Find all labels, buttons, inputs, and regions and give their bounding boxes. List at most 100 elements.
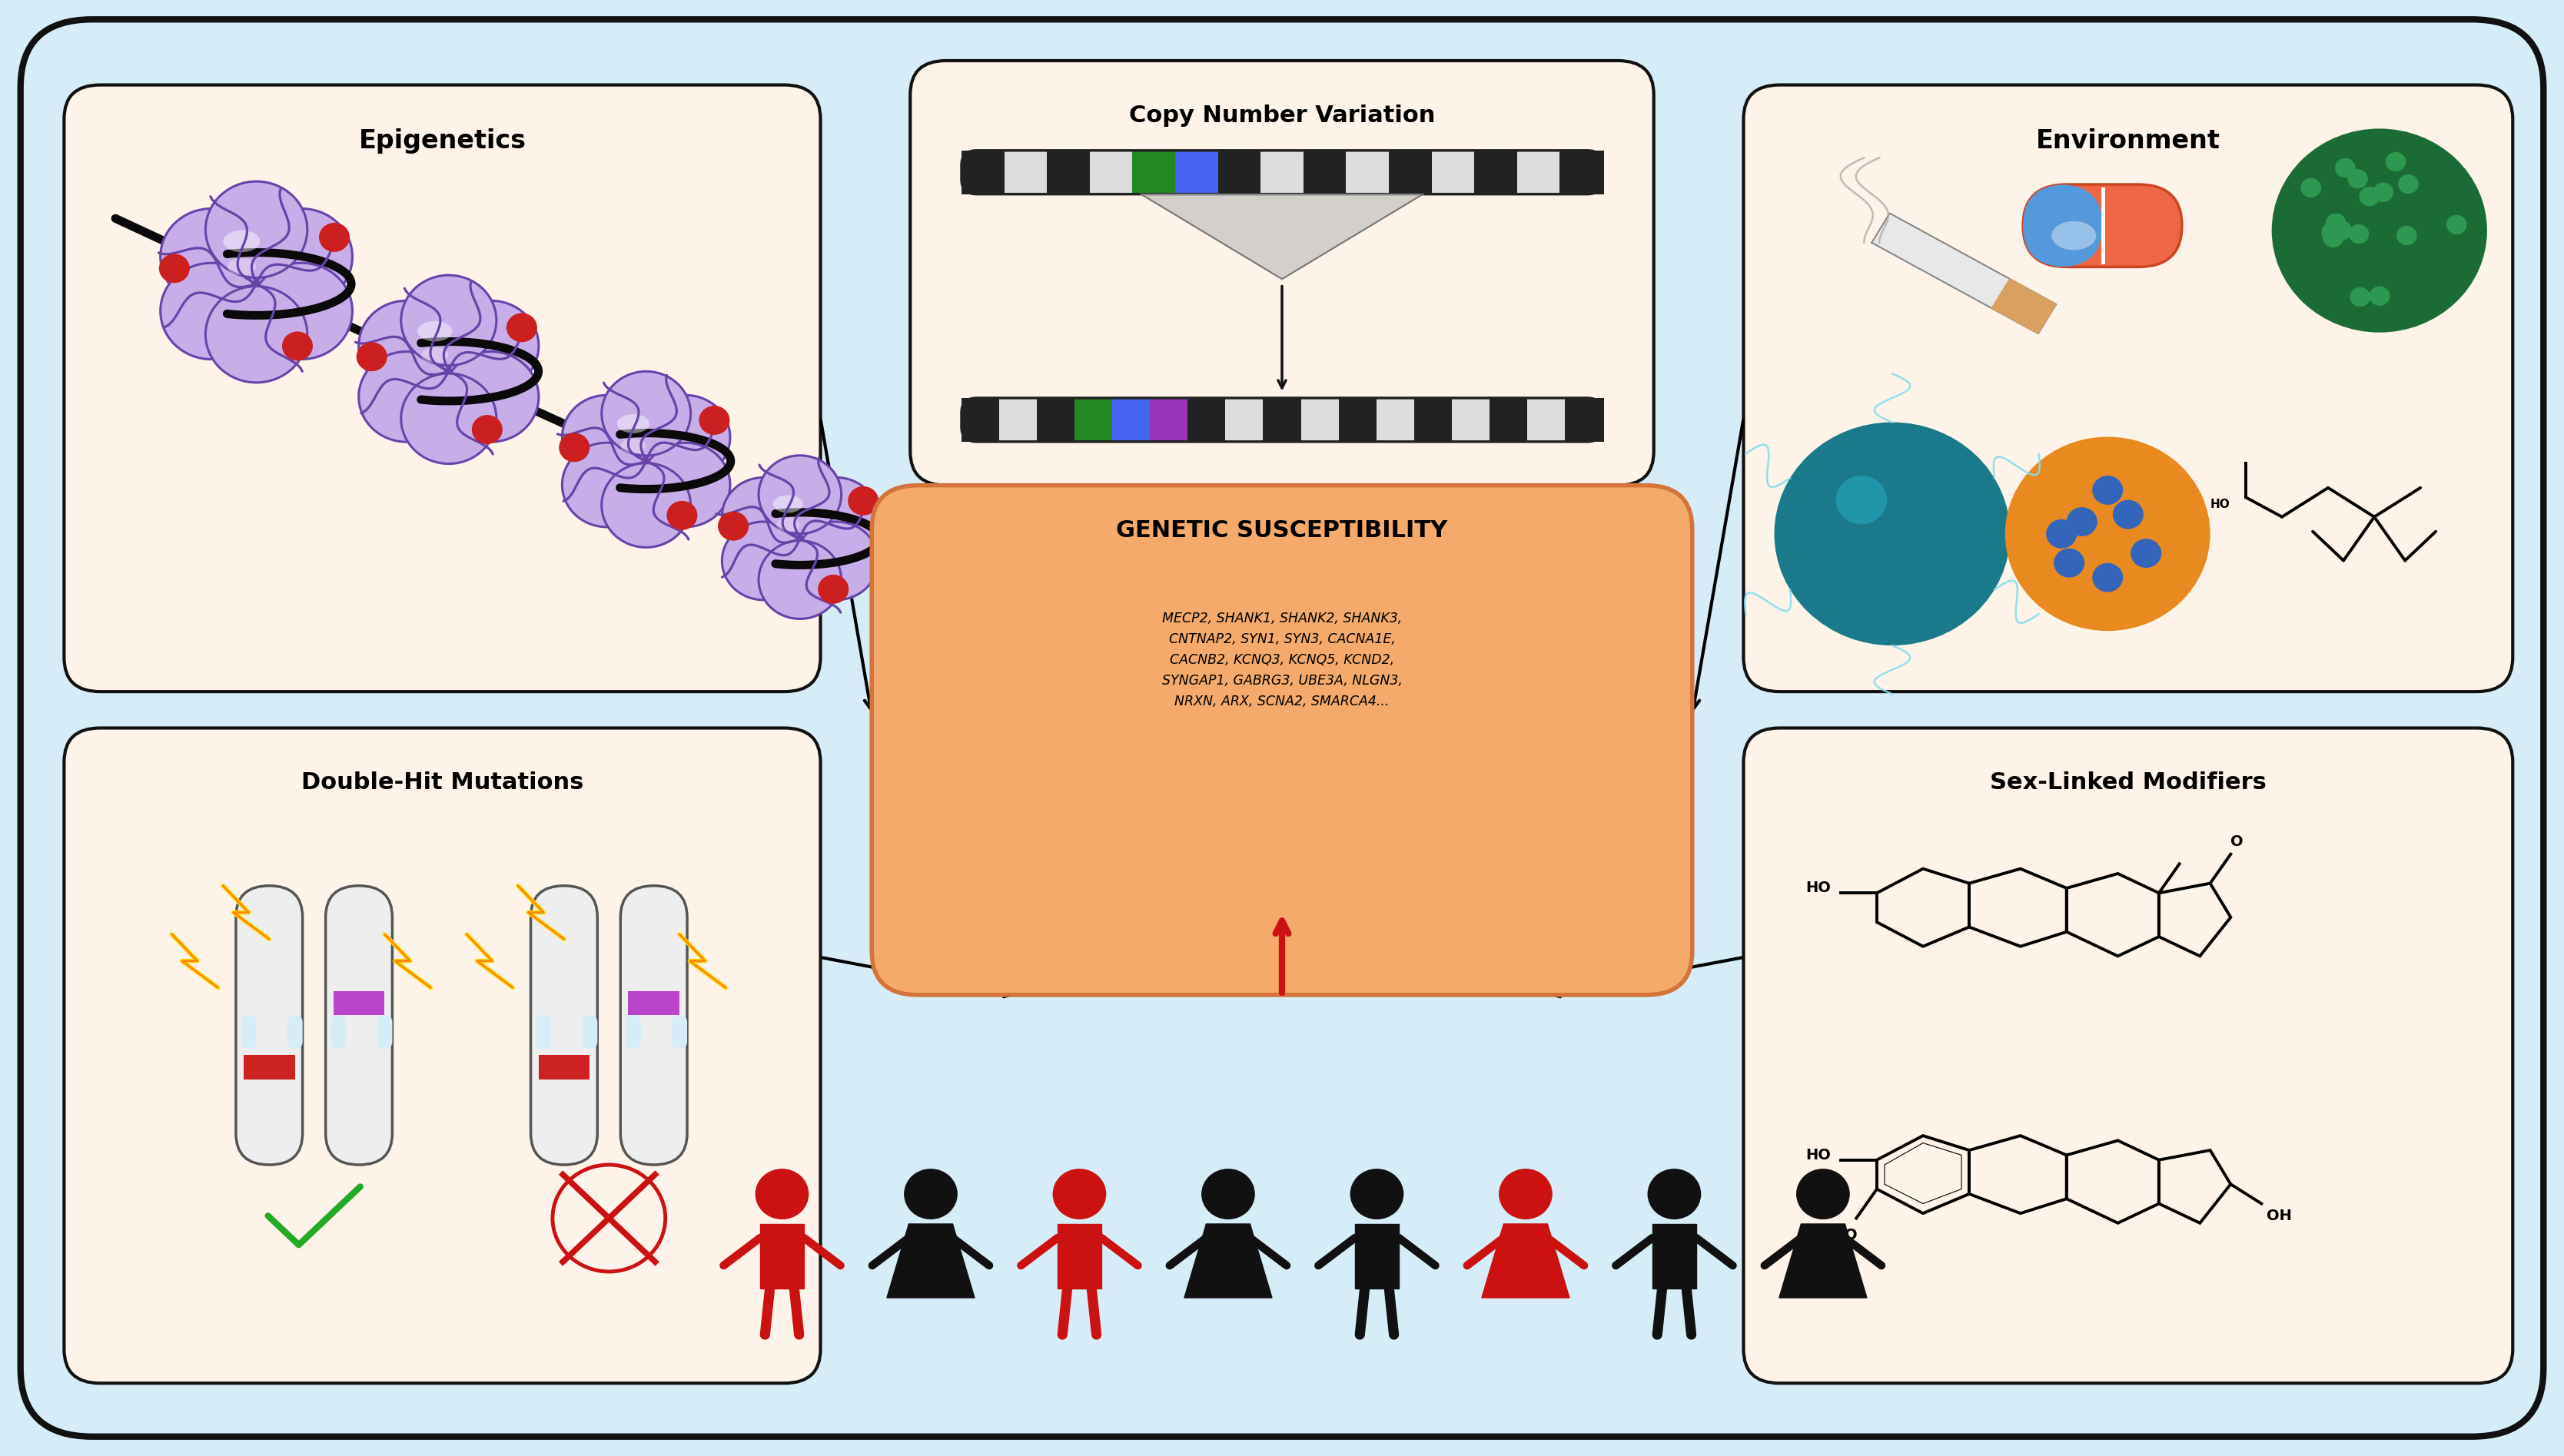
- Bar: [962, 397, 1000, 441]
- FancyBboxPatch shape: [236, 885, 303, 1165]
- Bar: [1133, 150, 1177, 194]
- Circle shape: [759, 456, 841, 534]
- Circle shape: [818, 575, 849, 604]
- FancyBboxPatch shape: [620, 885, 687, 1165]
- Bar: [333, 990, 385, 1015]
- Text: HO: HO: [1805, 881, 1831, 895]
- Ellipse shape: [620, 438, 646, 454]
- FancyBboxPatch shape: [2023, 185, 2182, 266]
- Bar: [1074, 397, 1113, 441]
- Bar: [1218, 150, 1261, 194]
- Text: GENETIC SUSCEPTIBILITY: GENETIC SUSCEPTIBILITY: [1115, 520, 1449, 542]
- Polygon shape: [759, 1224, 805, 1289]
- FancyBboxPatch shape: [377, 1015, 392, 1048]
- Text: Double-Hit Mutations: Double-Hit Mutations: [300, 772, 585, 794]
- Ellipse shape: [223, 230, 259, 252]
- Circle shape: [562, 395, 651, 479]
- Ellipse shape: [2051, 221, 2097, 250]
- Polygon shape: [887, 1224, 974, 1297]
- Circle shape: [2349, 287, 2369, 307]
- Bar: [1377, 397, 1415, 441]
- FancyBboxPatch shape: [2023, 185, 2102, 266]
- Bar: [1264, 397, 1303, 441]
- Text: HO: HO: [1805, 1147, 1831, 1162]
- Circle shape: [2359, 186, 2379, 207]
- FancyBboxPatch shape: [582, 1015, 597, 1048]
- Bar: [628, 990, 679, 1015]
- Ellipse shape: [420, 348, 449, 363]
- Bar: [1036, 397, 1077, 441]
- Bar: [1005, 150, 1049, 194]
- Bar: [1528, 397, 1567, 441]
- Polygon shape: [1482, 1224, 1569, 1297]
- Circle shape: [205, 182, 308, 278]
- Circle shape: [251, 208, 351, 304]
- Circle shape: [2067, 507, 2097, 536]
- Bar: [1564, 397, 1605, 441]
- Circle shape: [2349, 169, 2369, 189]
- Bar: [1046, 150, 1090, 194]
- Circle shape: [603, 463, 690, 547]
- Bar: [1226, 397, 1264, 441]
- Circle shape: [562, 443, 651, 527]
- Circle shape: [2397, 226, 2418, 245]
- Text: OH: OH: [2267, 1208, 2292, 1223]
- Text: Sex-Linked Modifiers: Sex-Linked Modifiers: [1990, 772, 2267, 794]
- Circle shape: [641, 395, 731, 479]
- Bar: [1113, 397, 1151, 441]
- FancyBboxPatch shape: [872, 485, 1692, 994]
- Bar: [244, 1056, 295, 1079]
- Circle shape: [1500, 1169, 1551, 1220]
- Bar: [1303, 150, 1346, 194]
- Circle shape: [2046, 520, 2077, 549]
- Bar: [1174, 150, 1220, 194]
- FancyBboxPatch shape: [64, 84, 820, 692]
- Circle shape: [795, 478, 877, 556]
- Circle shape: [1649, 1169, 1700, 1220]
- Circle shape: [2323, 229, 2343, 248]
- Circle shape: [318, 223, 349, 252]
- Circle shape: [718, 511, 749, 540]
- Circle shape: [2092, 476, 2123, 505]
- Circle shape: [1054, 1169, 1105, 1220]
- Circle shape: [444, 300, 538, 390]
- Ellipse shape: [228, 258, 256, 275]
- Bar: [1559, 150, 1605, 194]
- Polygon shape: [1779, 1224, 1867, 1297]
- Text: Epigenetics: Epigenetics: [359, 128, 526, 154]
- FancyBboxPatch shape: [531, 885, 597, 1165]
- Text: Environment: Environment: [2036, 128, 2220, 154]
- Circle shape: [2349, 224, 2369, 243]
- Circle shape: [667, 501, 697, 530]
- Bar: [1451, 397, 1490, 441]
- Circle shape: [205, 287, 308, 383]
- FancyBboxPatch shape: [21, 19, 2543, 1437]
- Ellipse shape: [777, 518, 800, 531]
- Circle shape: [723, 521, 805, 600]
- Circle shape: [2369, 287, 2390, 306]
- Circle shape: [2300, 178, 2320, 198]
- FancyBboxPatch shape: [1744, 84, 2513, 692]
- Bar: [1474, 150, 1518, 194]
- Bar: [1151, 397, 1190, 441]
- Circle shape: [400, 373, 497, 463]
- Circle shape: [2336, 159, 2356, 178]
- Circle shape: [444, 351, 538, 443]
- FancyBboxPatch shape: [64, 728, 820, 1383]
- Circle shape: [400, 275, 497, 365]
- Polygon shape: [1800, 1224, 1846, 1265]
- Circle shape: [849, 486, 879, 515]
- Circle shape: [905, 1169, 956, 1220]
- Circle shape: [2005, 437, 2210, 630]
- Circle shape: [1774, 422, 2010, 645]
- Bar: [1413, 397, 1454, 441]
- Circle shape: [359, 300, 454, 390]
- Circle shape: [759, 540, 841, 619]
- Circle shape: [641, 443, 731, 527]
- Polygon shape: [1056, 1224, 1103, 1289]
- Circle shape: [359, 351, 454, 443]
- Text: O: O: [1846, 1227, 1856, 1242]
- Ellipse shape: [418, 320, 451, 342]
- FancyBboxPatch shape: [1744, 728, 2513, 1383]
- Bar: [1338, 397, 1377, 441]
